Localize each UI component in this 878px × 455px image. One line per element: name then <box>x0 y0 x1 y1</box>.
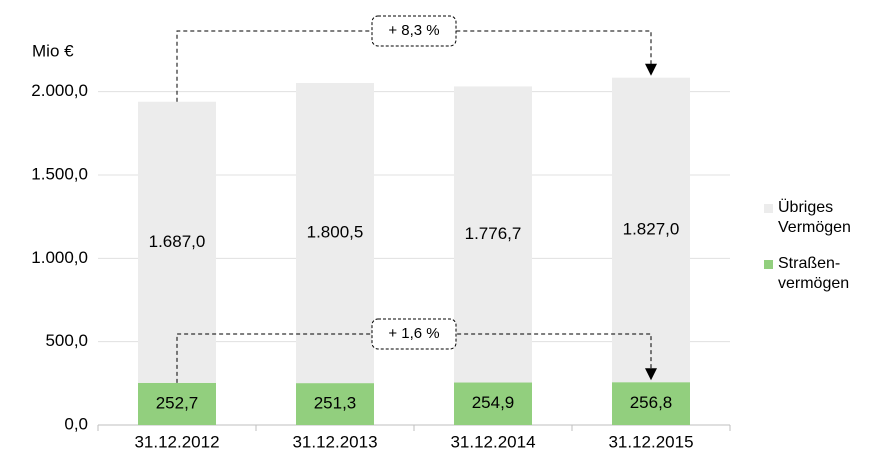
bar-segment <box>612 77 690 383</box>
annotation-text: + 1,6 % <box>388 325 439 342</box>
legend-item: Übriges Vermögen <box>764 198 863 238</box>
y-tick-label: 1.500,0 <box>31 164 88 183</box>
bar-segment <box>612 382 690 425</box>
annotation-connector <box>176 30 652 102</box>
annotation-box <box>371 318 457 350</box>
legend-label: Übriges Vermögen <box>778 199 851 236</box>
legend-item: Straßen-vermögen <box>764 254 863 294</box>
y-axis-label: Mio € <box>32 41 74 60</box>
x-tick-label: 31.12.2013 <box>292 432 377 451</box>
y-tick-label: 2.000,0 <box>31 81 88 100</box>
legend: Übriges Vermögen Straßen-vermögen <box>764 198 876 310</box>
value-label: 1.827,0 <box>623 219 680 238</box>
annotation-text: + 8,3 % <box>388 22 439 39</box>
value-label: 1.687,0 <box>149 232 206 251</box>
bar-segment <box>454 86 532 383</box>
value-label: 256,8 <box>630 393 673 412</box>
annotation-arrow <box>645 63 657 76</box>
x-tick-label: 31.12.2012 <box>134 432 219 451</box>
bar-segment <box>138 382 216 425</box>
legend-label: Straßen-vermögen <box>778 255 850 292</box>
y-tick-label: 1.000,0 <box>31 248 88 267</box>
annotation-arrow <box>645 368 657 381</box>
bar-segment <box>454 382 532 425</box>
bar-segment <box>296 83 374 384</box>
x-tick-label: 31.12.2015 <box>608 432 693 451</box>
annotation-connector <box>176 333 652 383</box>
legend-swatch <box>764 204 773 213</box>
legend-swatch <box>764 260 773 269</box>
bar-segment <box>138 101 216 383</box>
x-tick-label: 31.12.2014 <box>450 432 535 451</box>
bar-segment <box>296 383 374 425</box>
value-label: 1.776,7 <box>465 224 522 243</box>
value-label: 252,7 <box>156 393 199 412</box>
value-label: 254,9 <box>472 393 515 412</box>
value-label: 251,3 <box>314 394 357 413</box>
y-tick-label: 0,0 <box>64 414 88 433</box>
annotation-box <box>371 15 457 47</box>
y-tick-label: 500,0 <box>45 331 88 350</box>
value-label: 1.800,5 <box>307 223 364 242</box>
